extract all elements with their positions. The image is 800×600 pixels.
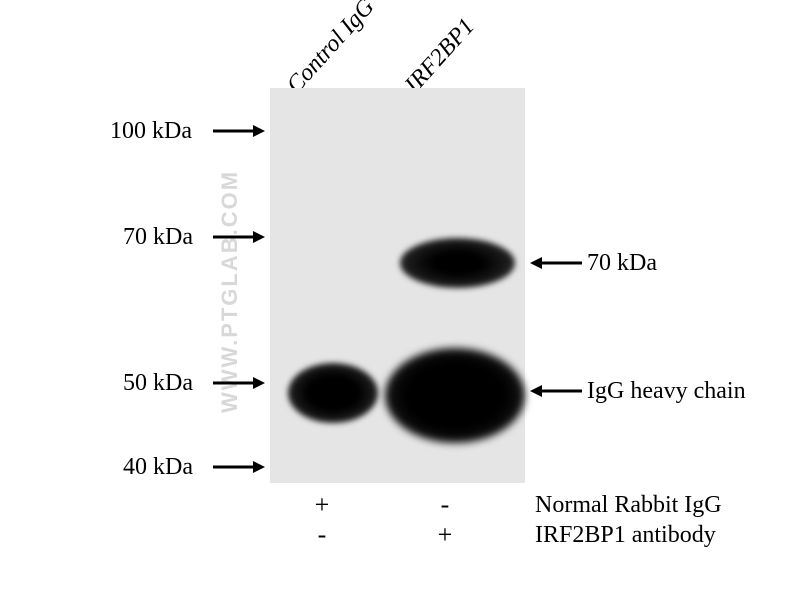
band-igg-lane1 xyxy=(288,363,378,423)
arrow-40 xyxy=(213,458,265,476)
arrow-70 xyxy=(213,228,265,246)
lane-label-target: IRF2BP1 xyxy=(400,14,481,99)
lane-label-control: Control IgG xyxy=(282,0,380,99)
marker-50: 50 kDa xyxy=(123,370,193,397)
right-label-70: 70 kDa xyxy=(587,250,657,277)
marker-70: 70 kDa xyxy=(123,224,193,251)
row2-label: IRF2BP1 antibody xyxy=(535,522,716,549)
band-igg-lane2 xyxy=(385,348,525,443)
arrow-100 xyxy=(213,122,265,140)
row1-label: Normal Rabbit IgG xyxy=(535,492,722,519)
figure-container: WWW.PTGLAB.COM Control IgG IRF2BP1 100 k… xyxy=(0,0,800,600)
row2-lane2: + xyxy=(435,520,455,550)
band-70kda xyxy=(400,238,515,288)
marker-100: 100 kDa xyxy=(110,118,192,145)
marker-40: 40 kDa xyxy=(123,454,193,481)
row2-lane1: - xyxy=(312,520,332,550)
right-label-igg: IgG heavy chain xyxy=(587,378,746,405)
arrow-igg-right xyxy=(530,382,582,400)
arrow-band70-right xyxy=(530,254,582,272)
row1-lane1: + xyxy=(312,490,332,520)
row1-lane2: - xyxy=(435,490,455,520)
arrow-50 xyxy=(213,374,265,392)
blot-membrane xyxy=(270,88,525,483)
